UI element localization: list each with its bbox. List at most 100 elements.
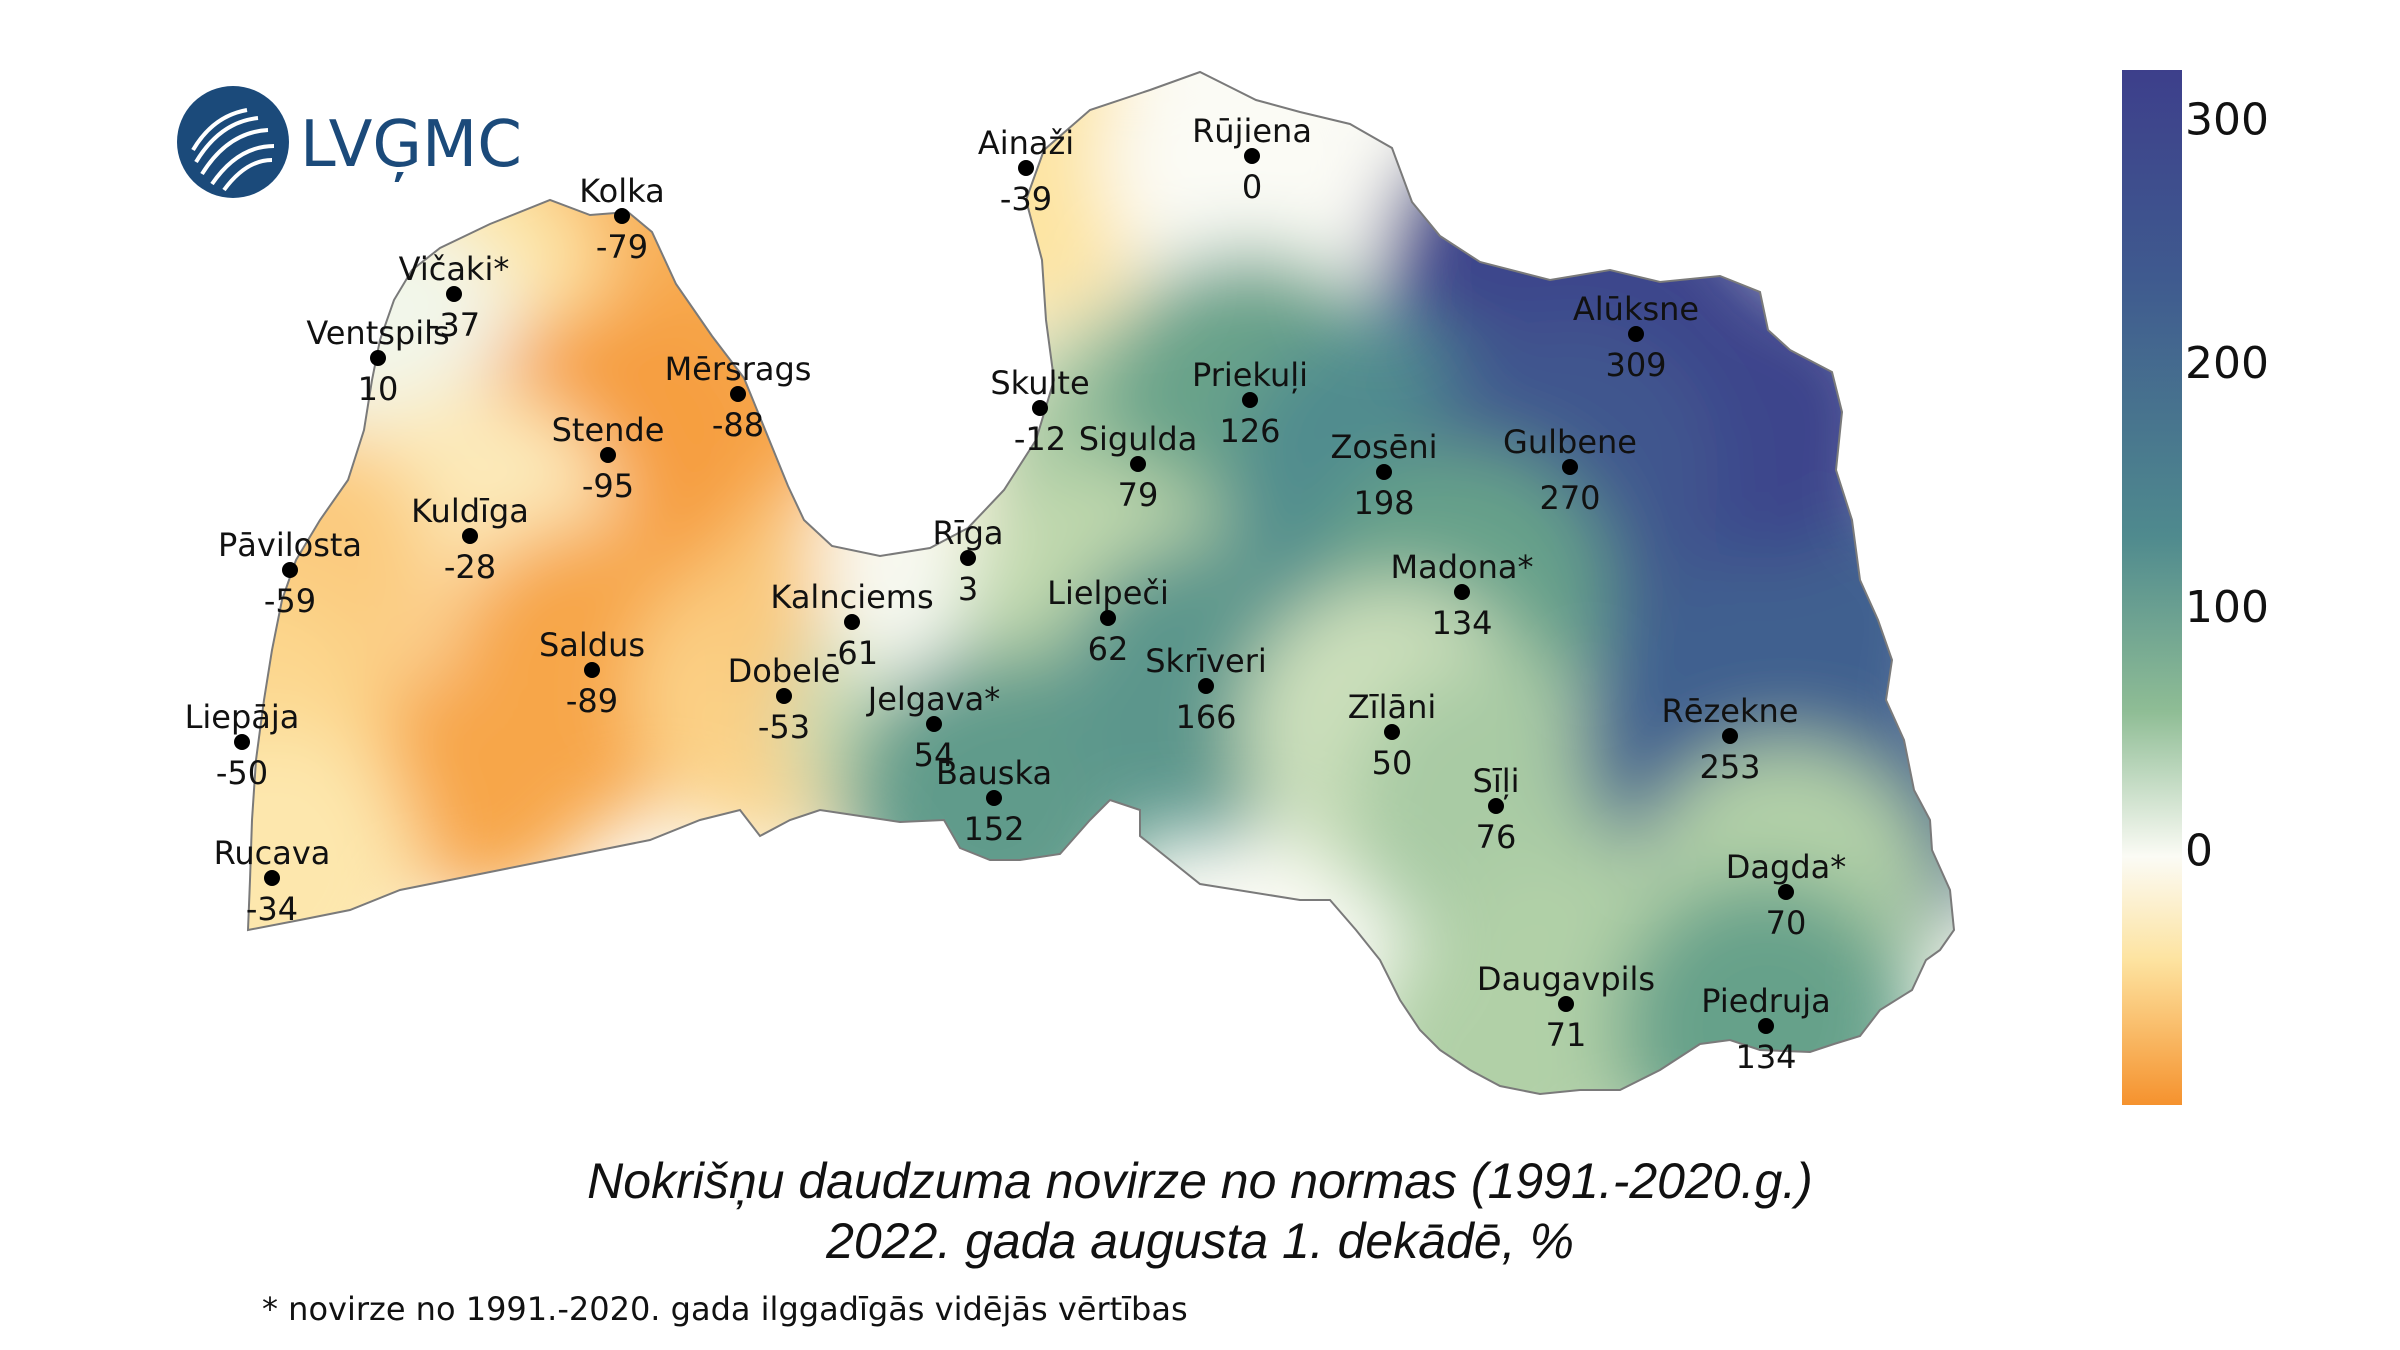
station-name: Sīļi (1473, 762, 1520, 800)
station-value: -53 (758, 708, 810, 746)
station-dot (730, 386, 746, 402)
station-value: -89 (566, 682, 618, 720)
station-dot (1562, 459, 1578, 475)
station-name: Kalnciems (770, 578, 933, 616)
station-marker: Mērsrags -88 (665, 350, 812, 444)
station-value: 62 (1088, 630, 1129, 668)
station-value: 198 (1353, 484, 1414, 522)
station-value: -12 (1014, 420, 1066, 458)
station-value: 270 (1539, 479, 1600, 517)
station-value: -61 (826, 634, 878, 672)
station-dot (1384, 724, 1400, 740)
latvia-border (246, 70, 1956, 1096)
station-value: 134 (1431, 604, 1492, 642)
station-value: -88 (712, 406, 764, 444)
station-marker: Pāvilosta -59 (218, 526, 362, 620)
station-dot (986, 790, 1002, 806)
station-name: Pāvilosta (218, 526, 362, 564)
station-name: Rūjiena (1192, 112, 1312, 150)
station-dot (264, 870, 280, 886)
station-name: Dagda* (1726, 848, 1846, 886)
colorbar: 300 200 100 0 (2122, 70, 2269, 1105)
station-dot (462, 528, 478, 544)
station-value: 126 (1219, 412, 1280, 450)
station-name: Rēzekne (1662, 692, 1799, 730)
station-name: Priekuļi (1192, 356, 1308, 394)
station-value: 79 (1118, 476, 1159, 514)
station-marker: Saldus -89 (539, 626, 645, 720)
station-name: Kolka (579, 172, 664, 210)
station-marker: Bauska 152 (936, 754, 1052, 848)
station-dot (1722, 728, 1738, 744)
station-marker: Gulbene 270 (1503, 423, 1637, 517)
station-dot (234, 734, 250, 750)
station-dot (926, 716, 942, 732)
station-marker: Stende -95 (552, 411, 665, 505)
station-name: Vičaki* (399, 250, 510, 288)
station-marker: Rīga 3 (932, 514, 1003, 608)
station-name: Bauska (936, 754, 1052, 792)
station-name: Stende (552, 411, 665, 449)
station-dot (1376, 464, 1392, 480)
logo-text: LVĢMC (300, 108, 522, 182)
station-marker: Dobele -53 (728, 652, 841, 746)
station-marker: Rēzekne 253 (1662, 692, 1799, 786)
station-name: Skrīveri (1145, 642, 1267, 680)
station-name: Gulbene (1503, 423, 1637, 461)
station-name: Ventspils (306, 314, 449, 352)
station-value: 0 (1242, 168, 1262, 206)
station-dot (1242, 392, 1258, 408)
station-dot (1018, 160, 1034, 176)
station-name: Kuldīga (411, 492, 529, 530)
station-value: 54 (914, 736, 955, 774)
station-value: -79 (596, 228, 648, 266)
station-marker: Zīlāni 50 (1348, 688, 1436, 782)
station-marker: Daugavpils 71 (1477, 960, 1655, 1054)
station-value: -95 (582, 467, 634, 505)
station-name: Mērsrags (665, 350, 812, 388)
station-marker: Rucava -34 (214, 834, 331, 928)
station-value: 152 (963, 810, 1024, 848)
station-name: Zīlāni (1348, 688, 1436, 726)
station-dot (1032, 400, 1048, 416)
station-marker: Vičaki* -37 (399, 250, 510, 344)
station-dot (960, 550, 976, 566)
station-dot (844, 614, 860, 630)
station-dot (446, 286, 462, 302)
station-dot (1558, 996, 1574, 1012)
station-marker: Dagda* 70 (1726, 848, 1846, 942)
station-marker: Kalnciems -61 (770, 578, 933, 672)
colorbar-tick-label: 300 (2185, 95, 2269, 146)
station-marker: Priekuļi 126 (1192, 356, 1308, 450)
station-dot (600, 447, 616, 463)
station-marker: Skrīveri 166 (1145, 642, 1267, 736)
station-marker: Sīļi 76 (1473, 762, 1520, 856)
station-value: 71 (1546, 1016, 1587, 1054)
station-value: 253 (1699, 748, 1760, 786)
station-dot (776, 688, 792, 704)
station-marker: Skulte -12 (990, 364, 1089, 458)
station-dot (1628, 326, 1644, 342)
station-name: Saldus (539, 626, 645, 664)
station-name: Lielpeči (1047, 574, 1169, 612)
station-name: Zosēni (1330, 428, 1437, 466)
station-dot (584, 662, 600, 678)
station-value: -50 (216, 754, 268, 792)
station-value: -37 (428, 306, 480, 344)
station-value: -34 (246, 890, 298, 928)
station-dot (614, 208, 630, 224)
station-value: 134 (1735, 1038, 1796, 1076)
station-marker: Alūksne 309 (1573, 290, 1699, 384)
station-name: Rīga (932, 514, 1003, 552)
map-title: Nokrišņu daudzuma novirze no normas (199… (587, 1153, 1813, 1209)
station-dot (1778, 884, 1794, 900)
station-value: 76 (1476, 818, 1517, 856)
station-dot (1758, 1018, 1774, 1034)
station-name: Jelgava* (866, 680, 1000, 718)
station-value: 50 (1372, 744, 1413, 782)
station-marker: Piedruja 134 (1701, 982, 1830, 1076)
station-dot (370, 350, 386, 366)
station-marker: Madona* 134 (1391, 548, 1534, 642)
lvgmc-logo: LVĢMC (177, 86, 522, 198)
